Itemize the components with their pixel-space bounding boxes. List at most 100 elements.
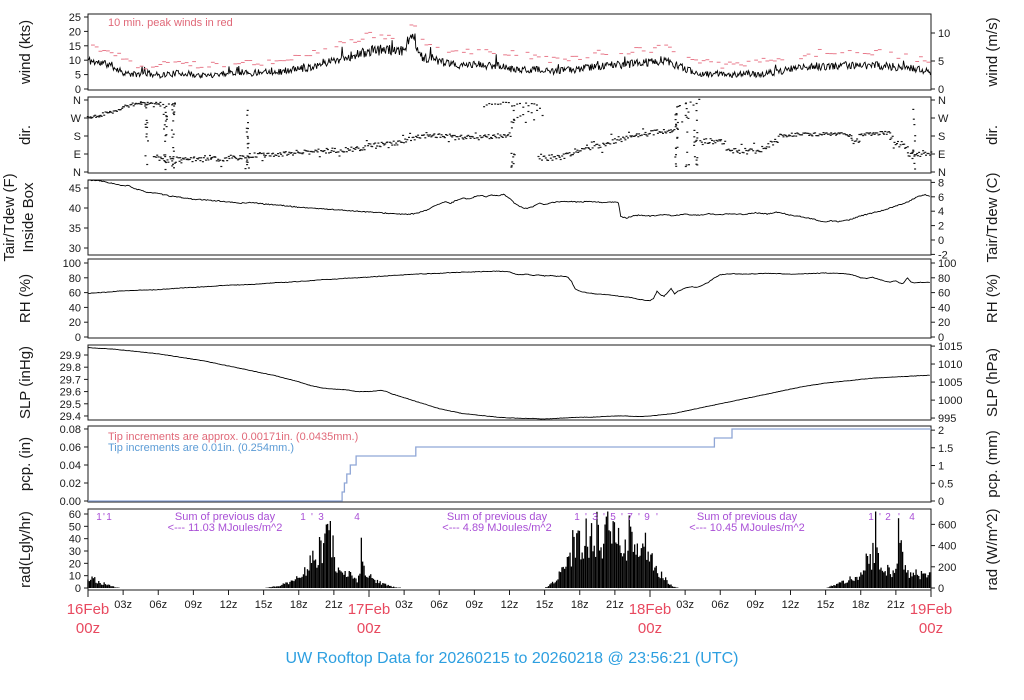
chart-title: UW Rooftop Data for 20260215 to 20260218… <box>286 650 739 667</box>
y-tick-label: 0.08 <box>60 424 81 436</box>
x-date-z-label: 00z <box>357 620 381 637</box>
y-tick-label: 0.06 <box>60 442 81 454</box>
y-axis-label-right: pcp. (mm) <box>984 430 1001 498</box>
y-tick-label: 40 <box>69 302 81 314</box>
rad-hour-marker: ' <box>103 512 105 523</box>
y-tick-label: 80 <box>69 273 81 285</box>
y-tick-label: 600 <box>938 519 956 531</box>
y-tick-label: 20 <box>69 26 81 38</box>
y-axis-label-left: dir. <box>17 125 34 145</box>
x-hour-label: 21z <box>325 599 343 611</box>
y-tick-label: 29.7 <box>60 374 81 386</box>
y-tick-label: 100 <box>63 258 81 270</box>
rad-sum-annotation: Sum of previous day <box>175 511 276 523</box>
y-tick-label: 40 <box>69 534 81 546</box>
wind-peak-dashes <box>91 24 931 70</box>
y-tick-label: 30 <box>69 243 81 255</box>
y-tick-label: 5 <box>938 56 944 68</box>
y-axis-label-right: dir. <box>984 125 1001 145</box>
pcp-tip-annotation-red: Tip increments are approx. 0.00171in. (0… <box>108 431 358 443</box>
rad-hour-marker: 1 <box>300 512 306 523</box>
x-hour-label: 12z <box>782 599 800 611</box>
x-hour-label: 03z <box>114 599 132 611</box>
y-tick-label: 29.4 <box>60 411 81 423</box>
y-tick-label: 0 <box>75 84 81 96</box>
x-hour-label: 09z <box>466 599 484 611</box>
x-hour-label: 06z <box>149 599 167 611</box>
y-axis-label-right: wind (m/s) <box>984 17 1001 87</box>
y-tick-label: 10 <box>69 55 81 67</box>
y-tick-label: 8 <box>938 177 944 189</box>
panel-border-rh <box>87 258 932 339</box>
rad-hour-marker: ' <box>603 512 605 523</box>
y-tick-label: 200 <box>938 562 956 574</box>
rad-hour-marker: 7 <box>627 512 633 523</box>
y-tick-label: 29.8 <box>60 362 81 374</box>
x-hour-label: 15z <box>536 599 554 611</box>
y-tick-label: W <box>71 113 82 125</box>
y-tick-label: N <box>73 95 81 107</box>
y-tick-label: 1005 <box>938 377 962 389</box>
y-tick-label: 0 <box>75 332 81 344</box>
rad-hour-marker: ' <box>638 512 640 523</box>
y-tick-label: 995 <box>938 413 956 425</box>
sea_level_pressure-trace <box>87 347 930 420</box>
y-tick-label: 0 <box>938 583 944 595</box>
y-tick-label: 2 <box>938 425 944 437</box>
y-tick-label: 40 <box>69 203 81 215</box>
y-tick-label: 15 <box>69 41 81 53</box>
panel-border-slp <box>87 344 932 421</box>
y-tick-label: 20 <box>69 558 81 570</box>
x-hour-label: 06z <box>430 599 448 611</box>
y-axis-label-right: SLP (hPa) <box>984 348 1001 417</box>
rad-hour-marker: ' <box>311 512 313 523</box>
rad-hour-marker: ' <box>656 512 658 523</box>
x-hour-label: 21z <box>887 599 905 611</box>
y-tick-label: 60 <box>69 509 81 521</box>
panel-pcp: 0.08 0.06 0.04 0.02 0.00 2 1.5 1 0.5 0 pcp. (in) pc… <box>17 424 1001 508</box>
x-date-z-label: 00z <box>638 620 662 637</box>
rad-hour-marker: ' <box>898 512 900 523</box>
y-tick-label: S <box>74 131 81 143</box>
rad-hour-marker: 1 <box>106 512 112 523</box>
rad-hour-marker: 3 <box>592 512 598 523</box>
y-tick-label: 0 <box>938 496 944 508</box>
y-tick-label: S <box>938 131 945 143</box>
x-date-label: 17Feb <box>348 601 391 618</box>
rad-hour-marker: 5 <box>610 512 616 523</box>
rad-hour-marker: 9 <box>644 512 650 523</box>
panel-border-wind <box>87 13 932 91</box>
x-date-label: 18Feb <box>629 601 672 618</box>
rad-sum-value: <--- 11.03 MJoules/m^2 <box>168 522 283 534</box>
y-tick-label: 4 <box>938 206 944 218</box>
y-tick-label: N <box>938 95 946 107</box>
x-hour-label: 06z <box>711 599 729 611</box>
x-hour-label: 21z <box>606 599 624 611</box>
y-tick-label: 10 <box>69 571 81 583</box>
y-tick-label: N <box>73 167 81 179</box>
y-tick-label: 40 <box>938 302 950 314</box>
rad-sum-annotation: Sum of previous day <box>447 511 548 523</box>
wind-peak-annotation: 10 min. peak winds in red <box>108 17 233 29</box>
rad-sum-value: <--- 10.45 MJoules/m^2 <box>689 522 805 534</box>
y-tick-label: 10 <box>938 28 950 40</box>
y-tick-label: 30 <box>69 546 81 558</box>
relative_humidity-trace <box>87 270 930 302</box>
y-tick-label: 2 <box>938 221 944 233</box>
y-tick-label: E <box>74 149 81 161</box>
panel-border-temp <box>87 179 932 256</box>
panel-wind: 25 20 15 10 5 0 10 5 0 wind (kts) wind (m/s) <box>17 12 1001 96</box>
y-tick-label: 45 <box>69 183 81 195</box>
rad-sum-annotation: Sum of previous day <box>697 511 798 523</box>
y-tick-label: 1 <box>938 461 944 473</box>
y-axis-label-left: Tair/Tdew (F) <box>1 173 18 261</box>
y-tick-label: 29.6 <box>60 387 81 399</box>
pcp-tip-annotation-blue: Tip increments are 0.01in. (0.254mm.) <box>108 442 294 454</box>
y-tick-label: 60 <box>938 288 950 300</box>
rad-hour-marker: 1 <box>574 512 580 523</box>
x-hour-label: 12z <box>501 599 519 611</box>
y-tick-label: 20 <box>938 317 950 329</box>
